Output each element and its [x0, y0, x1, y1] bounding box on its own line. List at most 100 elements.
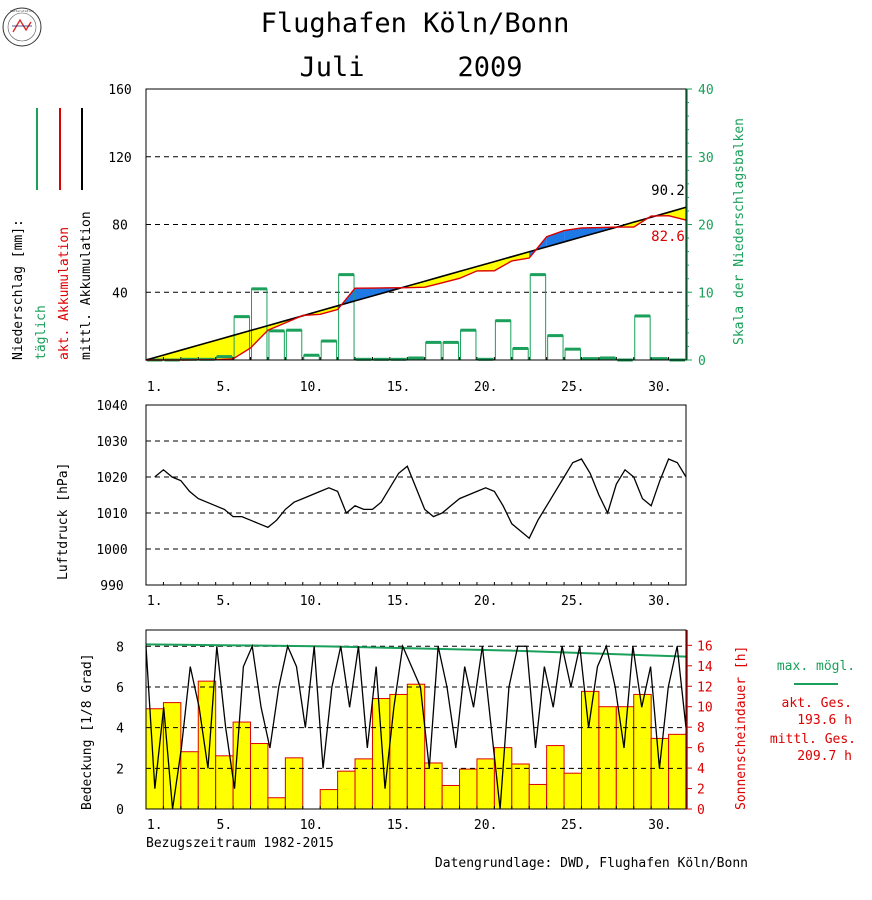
- sunshine-bar: [563, 772, 582, 810]
- y-right-tick-label: 4: [697, 762, 705, 777]
- surplus-area: [355, 288, 373, 301]
- y-right-axis-label: Skala der Niederschlagsbalken: [732, 118, 747, 345]
- sunshine-bar: [354, 758, 373, 810]
- plot-frame: [145, 629, 687, 810]
- deficit-area: [198, 340, 216, 360]
- x-tick-label: 15.: [387, 818, 410, 833]
- legend-daily-label: täglich: [34, 305, 49, 360]
- deficit-area: [320, 305, 338, 315]
- sunshine-bar: [615, 706, 635, 810]
- y-right-tick-label: 0: [697, 803, 705, 818]
- y-right-tick-label: 6: [697, 742, 705, 757]
- sunshine-bar: [371, 698, 391, 810]
- deficit-area: [668, 207, 686, 221]
- y-right-tick-label: 12: [697, 680, 713, 695]
- station-logo: Wetterstation: [2, 7, 42, 47]
- precip-bar: [268, 330, 285, 361]
- y-right-tick-label: 40: [698, 83, 714, 98]
- y-tick-label: 120: [108, 151, 131, 166]
- y-tick-label: 4: [116, 722, 124, 737]
- precip-bar: [425, 341, 442, 361]
- x-tick-label: 10.: [300, 380, 323, 395]
- precip-axis-label: Niederschlag [mm]:: [11, 219, 26, 360]
- deficit-area: [476, 261, 495, 271]
- y-right-tick-label: 8: [697, 721, 705, 736]
- sunshine-panel: 0 2 4 6 8 0 2 4 6 8 10 12 14 16 Bedeckung [1/8 Grad] So…: [80, 629, 749, 833]
- y-right-tick-label: 20: [698, 219, 714, 234]
- legend-current-total-label: akt. Ges.: [782, 696, 852, 711]
- sunshine-bar: [528, 783, 548, 810]
- x-tick-label: 25.: [561, 594, 584, 609]
- sunshine-bar: [598, 706, 617, 810]
- sunshine-bar: [633, 693, 652, 810]
- y-tick-label: 1040: [96, 399, 127, 414]
- y-tick-label: 0: [116, 803, 124, 818]
- y-right-tick-label: 10: [697, 701, 713, 716]
- x-tick-label: 20.: [474, 594, 497, 609]
- y-right-tick-label: 0: [698, 354, 706, 369]
- y-right-axis-label: Sonnenscheindauer [h]: [734, 646, 749, 810]
- x-tick-label: 20.: [474, 818, 497, 833]
- sunshine-bar: [546, 745, 565, 810]
- sunshine-bar: [650, 737, 670, 810]
- x-tick-label: 1.: [147, 594, 163, 609]
- x-tick-label: 30.: [648, 594, 671, 609]
- pressure-line: [154, 458, 687, 540]
- y-tick-label: 40: [112, 286, 128, 301]
- y-right-tick-label: 30: [698, 151, 714, 166]
- y-tick-label: 2: [116, 762, 124, 777]
- x-tick-label: 10.: [300, 818, 323, 833]
- sunshine-bar: [319, 789, 339, 810]
- x-tick-label: 25.: [561, 380, 584, 395]
- x-tick-label: 30.: [648, 818, 671, 833]
- x-tick-label: 1.: [147, 380, 163, 395]
- y-tick-label: 8: [116, 640, 124, 655]
- surplus-area: [581, 227, 599, 238]
- y-right-tick-label: 16: [697, 639, 713, 654]
- legend-mean-label: mittl. Akkumulation: [79, 211, 94, 360]
- deficit-area: [233, 330, 251, 359]
- annotation-mean-total: 90.2: [651, 183, 685, 199]
- x-tick-label: 15.: [387, 594, 410, 609]
- precip-bar: [564, 348, 581, 361]
- annotation-current-total: 82.6: [651, 229, 685, 245]
- y-tick-label: 160: [108, 83, 131, 98]
- y-axis-label: Luftdruck [hPa]: [56, 463, 71, 580]
- y-tick-label: 990: [100, 579, 123, 594]
- legend-current-label: akt. Akkumulation: [57, 227, 72, 360]
- deficit-area: [163, 350, 181, 360]
- sunshine-bar: [459, 768, 478, 810]
- x-tick-label: 5.: [217, 380, 233, 395]
- x-tick-label: 15.: [387, 380, 410, 395]
- precip-legend: Niederschlag [mm]: täglich akt. Akkumula…: [11, 108, 94, 360]
- chart-title: Flughafen Köln/Bonn: [261, 8, 570, 39]
- precip-bar: [494, 320, 512, 361]
- sunshine-bar: [389, 693, 408, 810]
- precip-bar: [547, 335, 564, 361]
- sunshine-bar: [476, 758, 495, 810]
- precip-bar: [634, 315, 651, 361]
- legend-current-total-value: 193.6 h: [797, 713, 852, 728]
- deficit-area: [442, 271, 460, 283]
- precip-bar: [338, 274, 355, 361]
- y-right-tick-label: 10: [698, 286, 714, 301]
- precip-bar: [460, 329, 477, 361]
- sunshine-bar: [284, 757, 304, 810]
- sunshine-bar: [180, 751, 199, 810]
- y-tick-label: 6: [116, 681, 124, 696]
- precip-bar: [285, 329, 303, 361]
- precip-bar: [320, 340, 338, 361]
- y-tick-label: 1020: [96, 471, 127, 486]
- legend-mean-total-value: 209.7 h: [797, 749, 852, 764]
- x-tick-label: 1.: [147, 818, 163, 833]
- y-tick-label: 1030: [96, 435, 127, 450]
- precip-bar: [251, 288, 268, 361]
- legend-max-label: max. mögl.: [777, 659, 855, 674]
- sunshine-bar: [424, 762, 443, 810]
- x-tick-label: 5.: [217, 594, 233, 609]
- precip-bar: [529, 274, 547, 361]
- sunshine-bar: [162, 702, 182, 810]
- max-sunshine-line: [145, 643, 687, 658]
- title-month: Juli: [299, 52, 364, 83]
